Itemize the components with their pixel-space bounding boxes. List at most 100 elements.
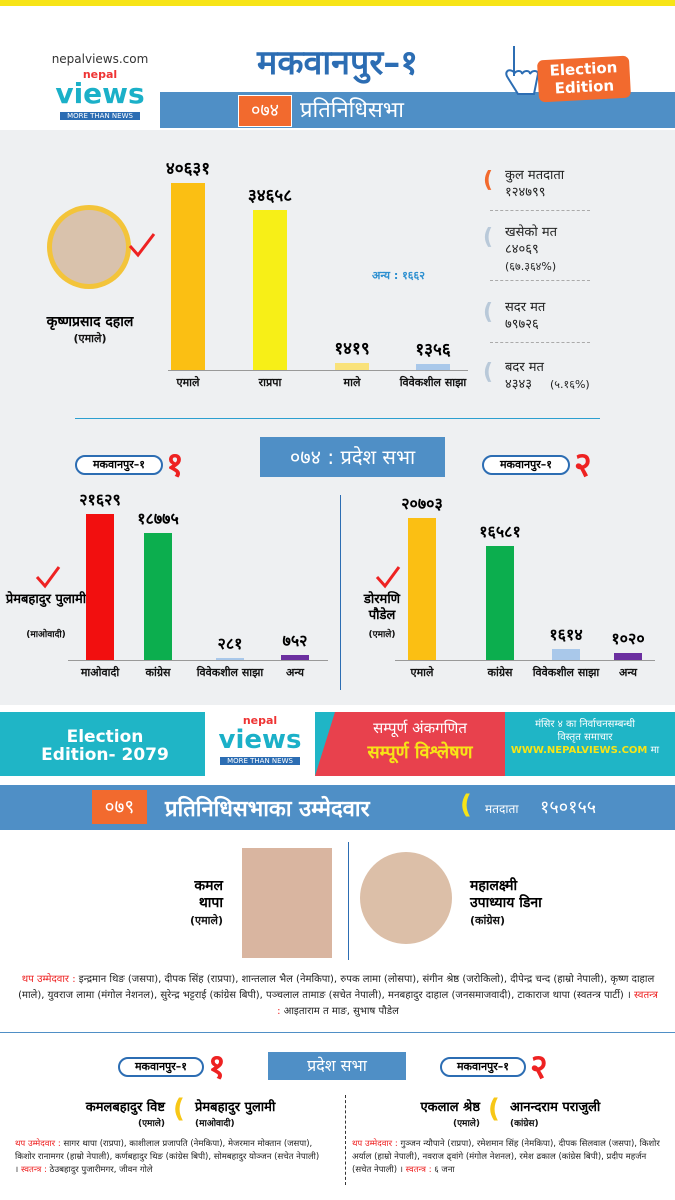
other-candidates: थप उम्मेदवार : सागर थापा (राप्रपा), काशी…: [15, 1138, 325, 1177]
divider: [345, 1095, 346, 1185]
candidate: एकलाल श्रेष्ठ: [420, 1100, 480, 1115]
value-label: १४१९: [334, 339, 370, 360]
divider: [340, 495, 341, 690]
category-label: अन्य: [618, 666, 638, 679]
name-line: थापा: [198, 895, 223, 911]
party: (एमाले): [368, 630, 396, 640]
candidate: प्रेमबहादुर पुलामी: [5, 592, 87, 607]
candidate: आनन्दराम पराजुली: [510, 1100, 601, 1115]
category-label: विवेकशील साझा: [196, 666, 264, 679]
name-line: महालक्ष्मी: [470, 878, 518, 894]
category-label: अन्य: [285, 666, 305, 679]
bar: [408, 518, 436, 660]
category-label: कांग्रेस: [145, 666, 171, 679]
independent-label: स्वतन्त्र :: [405, 1165, 432, 1175]
bar: [281, 654, 309, 660]
banner-url: WWW.NEPALVIEWS.COM: [510, 745, 648, 756]
tilde: (: [483, 225, 494, 250]
tilde: (: [173, 1094, 185, 1124]
others-label: थप उम्मेदवार :: [352, 1139, 398, 1149]
candidate: डोरमणि पौडेल: [363, 592, 401, 623]
stat-label: बदर मत: [505, 360, 544, 375]
category-label: माओवादी: [80, 666, 120, 679]
check: [375, 566, 401, 589]
party: (कांग्रेस): [510, 1119, 539, 1129]
logo-main: views: [218, 725, 302, 755]
others: गुञ्जन न्यौपाने (राप्रपा), रमेशमान सिंह …: [352, 1139, 660, 1175]
logo-tagline: MORE THAN NEWS: [60, 112, 140, 120]
tilde: (: [483, 168, 494, 193]
title: मकवानपुर–१: [257, 43, 418, 83]
category-label: कांग्रेस: [487, 666, 513, 679]
constituency-number: १: [166, 445, 184, 485]
banner-url-suffix: मा: [650, 745, 660, 756]
party: (कांग्रेस): [470, 914, 505, 927]
category-label: राप्रपा: [258, 376, 282, 389]
category-label: विवेकशील साझा: [399, 376, 467, 389]
party: (एमाले): [73, 332, 107, 345]
value-label: २१६२९: [79, 490, 121, 509]
title: प्रतिनिधिसभाका उम्मेदवार: [165, 797, 370, 822]
stat-note: (६७.३६४%): [505, 260, 557, 273]
stat-divider: [490, 210, 590, 211]
logo-bg: [205, 712, 315, 776]
banner-note: मंसिर ४ का निर्वाचनसम्बन्धी विस्तृत समाचा…: [505, 718, 665, 757]
stat-divider: [490, 342, 590, 343]
year-box: ०७४: [238, 95, 292, 127]
value-label: २८१: [217, 634, 243, 654]
constituency-label: मकवानपुर–१: [440, 1057, 526, 1077]
baseline: [395, 660, 655, 661]
party: (माओवादी): [195, 1119, 235, 1129]
value-label: ७५२: [282, 630, 308, 650]
logo-top: nepal: [82, 68, 118, 81]
bar: [552, 648, 580, 660]
independent: ठेउबहादुर पुजारीमगर, जीवन गोले: [49, 1165, 153, 1175]
independent: आइताराम त माङ, सुभाष पौडेल: [283, 1006, 399, 1017]
category-label: माले: [343, 376, 361, 389]
banner-line2: सम्पूर्ण विश्लेषण: [367, 742, 473, 763]
value-label: १६१४: [549, 624, 583, 644]
other-candidates: थप उम्मेदवार : इन्द्रमान थिङ (जसपा), दीप…: [18, 972, 658, 1020]
value-label: १८७७५: [137, 509, 179, 529]
stat-divider: [490, 280, 590, 281]
stat-value: १२४७९९: [505, 185, 546, 200]
candidate: प्रेमबहादुर पुलामी: [195, 1100, 276, 1115]
value-label: १३५६: [415, 339, 451, 360]
banner-left: Election Edition- 2079: [30, 728, 180, 764]
banner-line1: सम्पूर्ण अंकगणित: [373, 719, 467, 737]
independent-label: स्वतन्त्र :: [20, 1165, 47, 1175]
category-label: विवेकशील साझा: [532, 666, 600, 679]
tilde: (: [488, 1094, 500, 1124]
baseline: [68, 660, 328, 661]
name-line: उपाध्याय डिना: [470, 895, 542, 911]
tilde: (: [460, 790, 472, 820]
value-label: २०७०३: [401, 494, 443, 513]
hand-icon: [505, 46, 540, 95]
site: nepalviews.com: [51, 52, 149, 66]
banner-note1: मंसिर ४ का निर्वाचनसम्बन्धी: [535, 719, 635, 730]
party: (माओवादी): [26, 630, 66, 640]
constituency-label: मकवानपुर–१: [75, 455, 163, 475]
banner-left2: Edition- 2079: [41, 745, 169, 765]
house: प्रतिनिधिसभा: [300, 98, 404, 123]
logo-top: nepal: [242, 714, 278, 727]
bar: [86, 514, 114, 660]
constituency-number: २: [530, 1047, 548, 1087]
bar: [144, 533, 172, 660]
constituency-number: १: [208, 1047, 226, 1087]
stat-value: ७९७२६: [505, 317, 539, 332]
badge: Election Edition: [536, 55, 632, 103]
divider: [0, 1032, 675, 1033]
bar: [614, 653, 642, 660]
others: अन्य : १६६२: [372, 269, 425, 282]
photo: [242, 848, 332, 958]
logo-tagline: MORE THAN NEWS: [220, 757, 300, 765]
divider: [348, 842, 349, 960]
year-box: ०७९: [92, 790, 147, 824]
constituency-number: २: [574, 445, 592, 485]
top-stripe: [0, 0, 675, 6]
tilde: (: [483, 360, 494, 385]
bar: [335, 363, 369, 370]
other-candidates: थप उम्मेदवार : गुञ्जन न्यौपाने (राप्रपा)…: [352, 1138, 662, 1177]
